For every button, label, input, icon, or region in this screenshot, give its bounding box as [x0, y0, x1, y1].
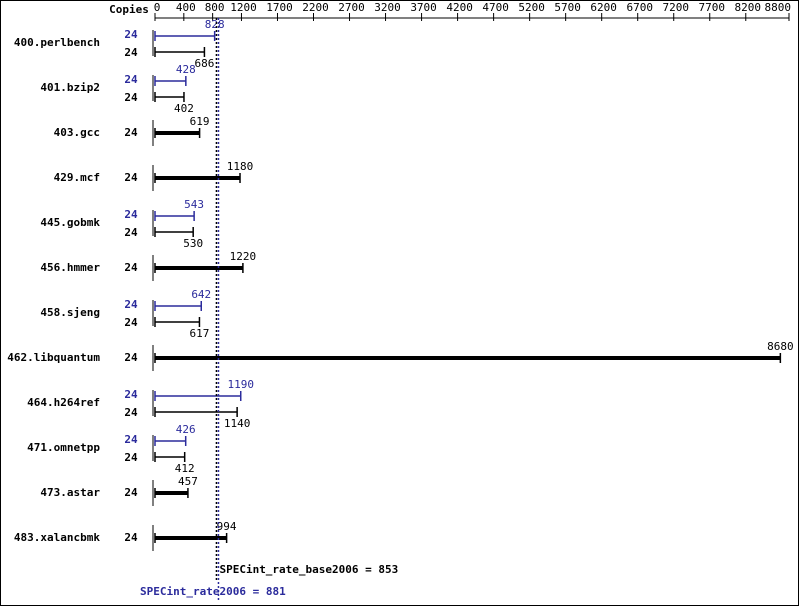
copies-label: 24 [124, 261, 138, 274]
value-label: 828 [205, 18, 225, 31]
category-label: 456.hmmer [40, 261, 100, 274]
value-label: 1190 [227, 378, 254, 391]
value-label: 617 [190, 327, 210, 340]
x-tick-label: 6700 [626, 1, 653, 14]
category-label: 445.gobmk [40, 216, 100, 229]
copies-label: 24 [124, 433, 138, 446]
category-label: 471.omnetpp [27, 441, 100, 454]
category-label: 458.sjeng [40, 306, 100, 319]
value-label: 1140 [224, 417, 251, 430]
x-tick-label: 7200 [662, 1, 689, 14]
value-label: 994 [217, 520, 237, 533]
copies-label: 24 [124, 486, 138, 499]
value-label: 1180 [227, 160, 254, 173]
x-tick-label: 4700 [482, 1, 509, 14]
x-tick-label: 400 [176, 1, 196, 14]
copies-label: 24 [124, 451, 138, 464]
copies-label: 24 [124, 73, 138, 86]
x-tick-label: 800 [205, 1, 225, 14]
category-label: 483.xalancbmk [14, 531, 100, 544]
x-tick-label: 8800 [765, 1, 792, 14]
value-label: 619 [190, 115, 210, 128]
copies-label: 24 [124, 388, 138, 401]
x-tick-label: 5200 [518, 1, 545, 14]
x-tick-label: 7700 [699, 1, 726, 14]
x-tick-label: 6200 [590, 1, 617, 14]
value-label: 402 [174, 102, 194, 115]
x-tick-label: 3200 [374, 1, 401, 14]
reference-label: SPECint_rate_base2006 = 853 [219, 563, 398, 576]
x-tick-label: 4200 [446, 1, 473, 14]
copies-label: 24 [124, 298, 138, 311]
value-label: 412 [175, 462, 195, 475]
value-label: 457 [178, 475, 198, 488]
copies-label: 24 [124, 28, 138, 41]
category-label: 464.h264ref [27, 396, 100, 409]
copies-label: 24 [124, 208, 138, 221]
copies-label: 24 [124, 316, 138, 329]
x-tick-label: 8200 [735, 1, 762, 14]
x-tick-label: 2700 [338, 1, 365, 14]
copies-header: Copies [109, 3, 149, 16]
value-label: 686 [194, 57, 214, 70]
copies-label: 24 [124, 351, 138, 364]
category-label: 473.astar [40, 486, 100, 499]
x-tick-label: 2200 [302, 1, 329, 14]
value-label: 428 [176, 63, 196, 76]
value-label: 543 [184, 198, 204, 211]
category-label: 400.perlbench [14, 36, 100, 49]
copies-label: 24 [124, 46, 138, 59]
value-label: 426 [176, 423, 196, 436]
copies-label: 24 [124, 171, 138, 184]
x-tick-label: 0 [154, 1, 161, 14]
x-tick-label: 1200 [230, 1, 257, 14]
x-tick-label: 3700 [410, 1, 437, 14]
category-label: 462.libquantum [7, 351, 100, 364]
x-tick-label: 1700 [266, 1, 293, 14]
copies-label: 24 [124, 531, 138, 544]
x-tick-label: 5700 [554, 1, 581, 14]
copies-label: 24 [124, 226, 138, 239]
value-label: 642 [191, 288, 211, 301]
reference-label: SPECint_rate2006 = 881 [140, 585, 286, 598]
category-label: 403.gcc [54, 126, 100, 139]
category-label: 401.bzip2 [40, 81, 100, 94]
value-label: 530 [183, 237, 203, 250]
category-label: 429.mcf [54, 171, 100, 184]
value-label: 1220 [230, 250, 257, 263]
copies-label: 24 [124, 126, 138, 139]
value-label: 8680 [767, 340, 794, 353]
copies-label: 24 [124, 406, 138, 419]
copies-label: 24 [124, 91, 138, 104]
